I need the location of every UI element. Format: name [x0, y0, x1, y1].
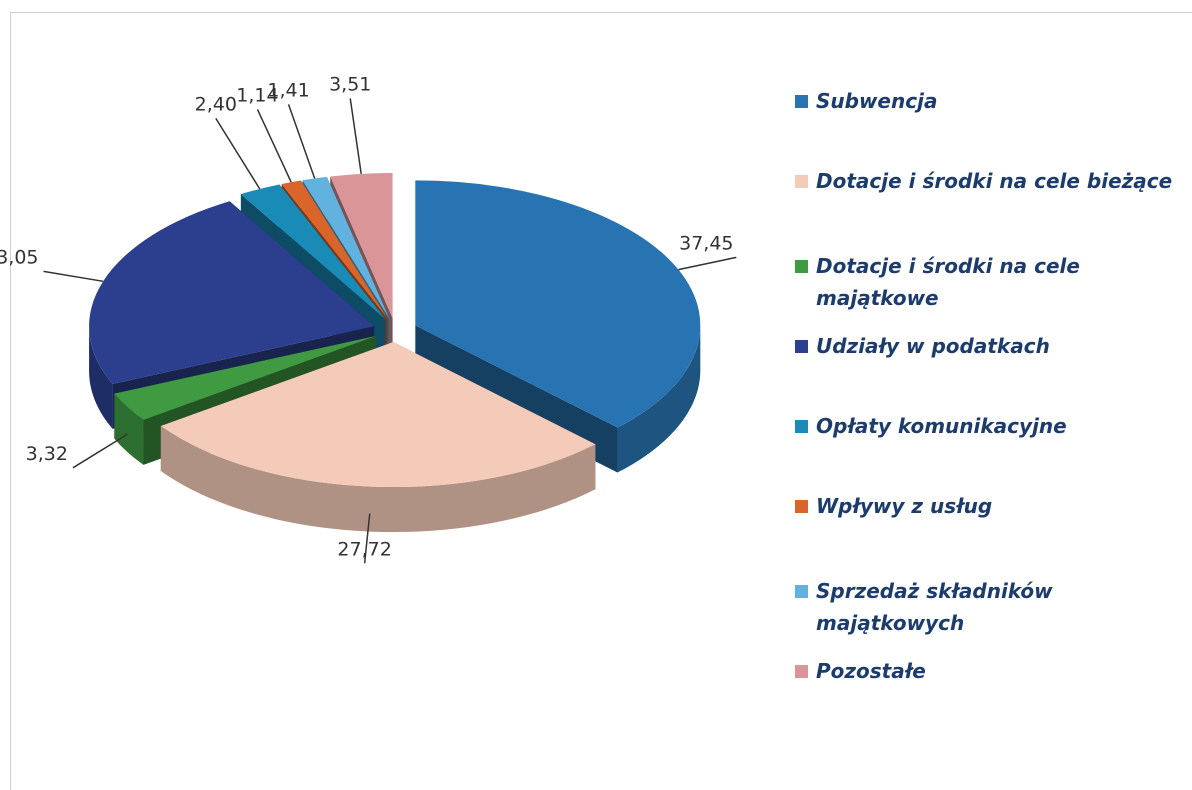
legend-label: Subwencja: [816, 89, 938, 113]
value-label: 1,41: [267, 79, 309, 101]
slice-top: [240, 184, 386, 320]
leader-line: [678, 256, 737, 271]
slice-wall: [114, 335, 376, 439]
chart-frame: [10, 12, 1192, 790]
leader-line: [363, 513, 371, 564]
slice-top: [89, 201, 375, 384]
value-label: 23,05: [0, 246, 39, 268]
legend-label: Udziały w podatkach: [816, 334, 1050, 358]
legend-item: Wpływy z usług: [795, 490, 992, 522]
value-label: 27,72: [337, 538, 391, 560]
leader-line: [215, 118, 261, 190]
legend-swatch: [795, 175, 808, 188]
legend-swatch: [795, 260, 808, 273]
slice: [160, 342, 596, 533]
slice-top: [160, 342, 596, 488]
slice-top: [302, 176, 390, 319]
legend-item: Pozostałe: [795, 655, 926, 687]
legend-item: Sprzedaż składników majątkowych: [795, 575, 1106, 639]
legend-swatch: [795, 340, 808, 353]
slice-side: [89, 326, 113, 429]
legend-swatch: [795, 500, 808, 513]
leader-line: [72, 433, 128, 469]
value-label: 1,14: [236, 84, 278, 106]
leader-line: [43, 270, 104, 283]
legend-item: Udziały w podatkach: [795, 330, 1050, 362]
slice-top: [114, 335, 376, 420]
leader-line: [349, 98, 362, 174]
value-label: 37,45: [679, 232, 733, 254]
legend-label: Sprzedaż składników majątkowych: [816, 579, 1053, 635]
leader-line: [256, 109, 292, 183]
slice-side: [617, 325, 701, 473]
value-label: 3,32: [26, 443, 68, 465]
value-label: 3,51: [329, 73, 371, 95]
legend-swatch: [795, 95, 808, 108]
slice-side: [160, 426, 596, 533]
value-label: 2,40: [195, 93, 237, 115]
legend-label: Dotacje i środki na cele majątkowe: [816, 254, 1080, 310]
legend-item: Subwencja: [795, 85, 937, 117]
legend-label: Wpływy z usług: [816, 494, 993, 518]
slice-top: [281, 180, 388, 319]
legend-label: Dotacje i środki na cele bieżące: [816, 169, 1173, 193]
legend-label: Pozostałe: [816, 659, 926, 683]
legend-item: Dotacje i środki na cele bieżące: [795, 165, 1172, 197]
leader-line: [287, 104, 316, 179]
legend-item: Opłaty komunikacyjne: [795, 410, 1067, 442]
legend-swatch: [795, 585, 808, 598]
legend-label: Opłaty komunikacyjne: [816, 414, 1067, 438]
legend-swatch: [795, 420, 808, 433]
legend-swatch: [795, 665, 808, 678]
legend-item: Dotacje i środki na cele majątkowe: [795, 250, 1106, 314]
slice-top: [330, 172, 393, 318]
pie-chart: 37,45 27,72 3,32 23,05 2,401,141,41 3,51: [0, 73, 737, 564]
slice-side: [114, 393, 144, 465]
slice-top: [415, 180, 701, 428]
